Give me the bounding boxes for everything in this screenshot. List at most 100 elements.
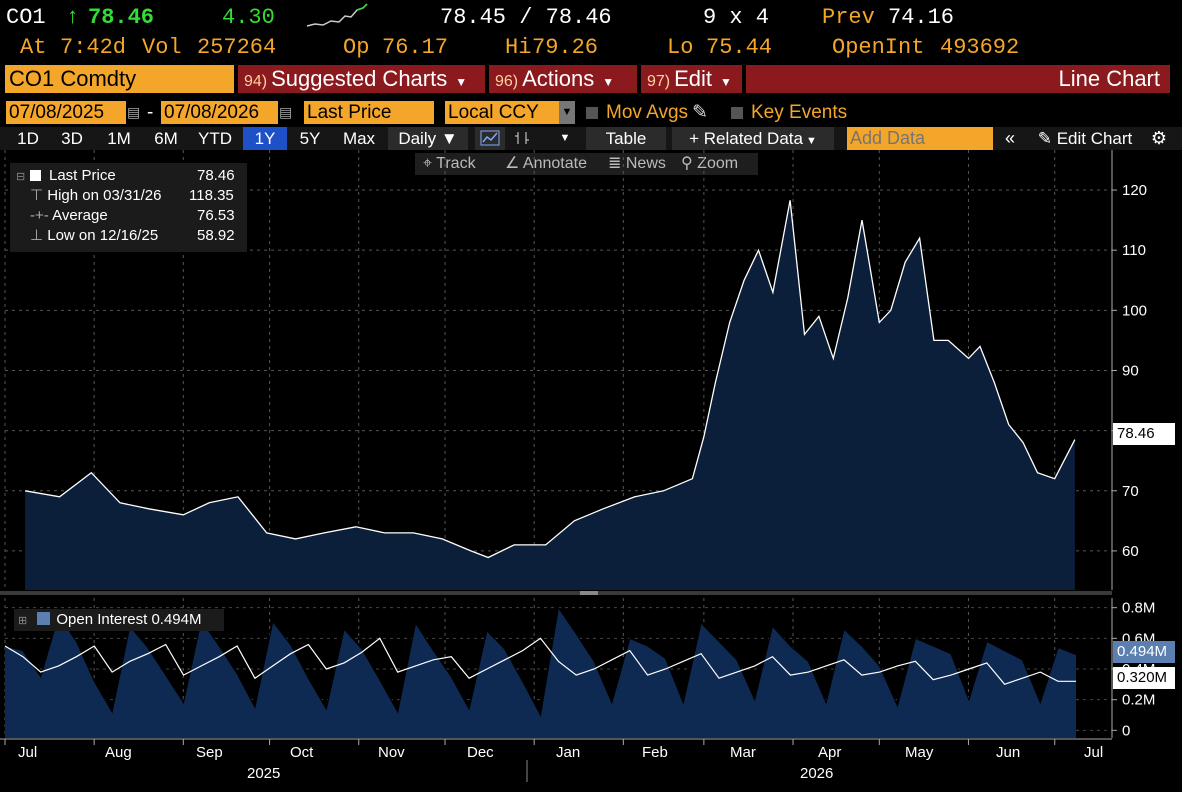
last-price: 78.46 (88, 5, 155, 30)
swatch-icon (37, 612, 51, 625)
calendar-icon[interactable]: ▤ (279, 104, 293, 120)
mov-avgs-toggle[interactable]: Mov Avgs ✎ (586, 101, 726, 124)
chart-style-dropdown-icon[interactable]: ▼ (559, 132, 571, 144)
suggested-charts-menu[interactable]: 94) Suggested Charts ▼ (238, 65, 485, 93)
actions-number: 96) (495, 73, 519, 90)
related-data-label: Related Data (703, 129, 803, 148)
y-tick-label: 70 (1122, 483, 1139, 500)
zoom-label: Zoom (697, 155, 739, 172)
open-int-label: OpenInt (832, 35, 925, 60)
actions-label: Actions (522, 66, 595, 91)
zoom-tool[interactable]: ⚲ Zoom (681, 153, 738, 175)
bar-chart-icon[interactable] (507, 127, 537, 150)
legend-high-label: High on 03/31/26 (47, 187, 162, 204)
legend-last-price: Last Price (30, 166, 116, 186)
edit-chart-label: Edit Chart (1056, 129, 1133, 148)
divider-handle-icon (580, 591, 598, 595)
gear-icon[interactable]: ⚙ (1150, 128, 1168, 148)
magnifier-icon: ⚲ (681, 155, 698, 172)
oi-y-tick-label: 0 (1122, 722, 1130, 739)
open-interest-outline (4, 606, 1077, 717)
edit-menu[interactable]: 97) Edit ▼ (641, 65, 742, 93)
checkbox-icon (586, 106, 598, 119)
edit-label: Edit (674, 66, 713, 91)
period-6m[interactable]: 6M (154, 129, 178, 148)
collapse-legend-icon[interactable]: ⊟ (16, 171, 26, 183)
y-tick-label: 60 (1122, 543, 1139, 560)
low-price: 75.44 (706, 35, 773, 60)
year-label: 2026 (800, 765, 834, 782)
up-arrow-icon: ↑ (66, 5, 80, 30)
calendar-icon[interactable]: ▤ (127, 104, 141, 120)
bid-ask-size: 9 x 4 (703, 5, 770, 30)
x-tick-label: Jun (996, 744, 1021, 761)
price-area (25, 200, 1075, 591)
table-button[interactable]: Table (586, 127, 666, 150)
news-tool[interactable]: ≣ News (608, 153, 666, 175)
plus-icon: + (689, 129, 704, 148)
key-events-toggle[interactable]: Key Events (731, 101, 871, 124)
edit-number: 97) (647, 73, 671, 90)
x-tick-label: Mar (730, 744, 756, 761)
x-tick-label: Jul (1084, 744, 1104, 761)
low-marker-icon: ⊥ (30, 227, 48, 244)
dropdown-arrow-icon: ▼ (720, 75, 732, 89)
mov-avgs-label: Mov Avgs (606, 102, 689, 123)
oi-last-tag: 0.494M (1113, 641, 1175, 663)
line-chart-icon[interactable] (475, 127, 505, 150)
period-3d[interactable]: 3D (61, 129, 83, 148)
high-label: Hi (505, 35, 532, 60)
volume: 257264 (197, 35, 277, 60)
x-tick-label: Sep (196, 744, 223, 761)
oi-y-tick-label: 0.2M (1122, 692, 1155, 709)
open-price: 76.17 (382, 35, 449, 60)
x-tick-label: Jan (556, 744, 581, 761)
quote-time: 7:42d (60, 35, 127, 60)
field-select[interactable]: Last Price (304, 101, 434, 124)
collapse-icon[interactable]: « (1004, 128, 1015, 148)
oi-y-tick-label: 0.8M (1122, 600, 1155, 617)
checkbox-icon (731, 106, 743, 119)
x-tick-label: May (905, 744, 934, 761)
high-marker-icon: ⊤ (30, 187, 48, 204)
legend-high: ⊤ High on 03/31/26 (30, 186, 162, 206)
expand-legend-icon[interactable]: ⊞ (18, 615, 28, 627)
annotate-tool[interactable]: ∠ Annotate (505, 153, 587, 175)
open-interest-line (4, 637, 1076, 686)
crosshair-icon: ⌖ (423, 155, 437, 172)
y-tick-label: 100 (1122, 302, 1147, 319)
news-label: News (625, 155, 666, 172)
period-1d[interactable]: 1D (17, 129, 39, 148)
x-tick-label: Apr (818, 744, 842, 761)
security-field[interactable]: CO1 Comdty (5, 65, 234, 93)
edit-chart-button[interactable]: ✎ Edit Chart (1028, 127, 1142, 150)
pencil-icon[interactable]: ✎ (692, 102, 708, 123)
dropdown-arrow-icon[interactable]: ▼ (559, 101, 575, 124)
actions-menu[interactable]: 96) Actions ▼ (489, 65, 637, 93)
open-interest-area (5, 607, 1076, 738)
y-tick-label: 90 (1122, 362, 1139, 379)
dropdown-arrow-icon: ▼ (440, 129, 458, 148)
period-1m[interactable]: 1M (107, 129, 131, 148)
ticker: CO1 (6, 5, 46, 30)
related-data-menu[interactable]: + Related Data ▼ (672, 127, 834, 150)
period-5y[interactable]: 5Y (299, 129, 321, 148)
y-tick-label: 110 (1122, 242, 1146, 259)
frequency-select[interactable]: Daily ▼ (388, 127, 468, 150)
end-date-field[interactable]: 07/08/2026 (161, 101, 278, 124)
menu-bar: CO1 Comdty 94) Suggested Charts ▼ 96) Actio… (0, 65, 1182, 94)
period-ytd[interactable]: YTD (198, 129, 232, 148)
vol-label: Vol (142, 35, 182, 60)
date-separator: - (147, 102, 154, 123)
period-max[interactable]: Max (342, 129, 376, 148)
start-date-field[interactable]: 07/08/2025 (6, 101, 126, 124)
period-1y[interactable]: 1Y (243, 127, 287, 150)
price-last-tag: 78.46 (1113, 423, 1175, 445)
legend-high-value: 118.35 (189, 187, 234, 204)
currency-select[interactable]: Local CCY (445, 101, 559, 124)
track-tool[interactable]: ⌖ Track (423, 153, 476, 175)
add-data-input[interactable] (847, 127, 993, 150)
x-tick-label: Oct (290, 744, 314, 761)
price-legend: Last Price 78.46 ⊤ High on 03/31/26 118.… (10, 163, 247, 252)
